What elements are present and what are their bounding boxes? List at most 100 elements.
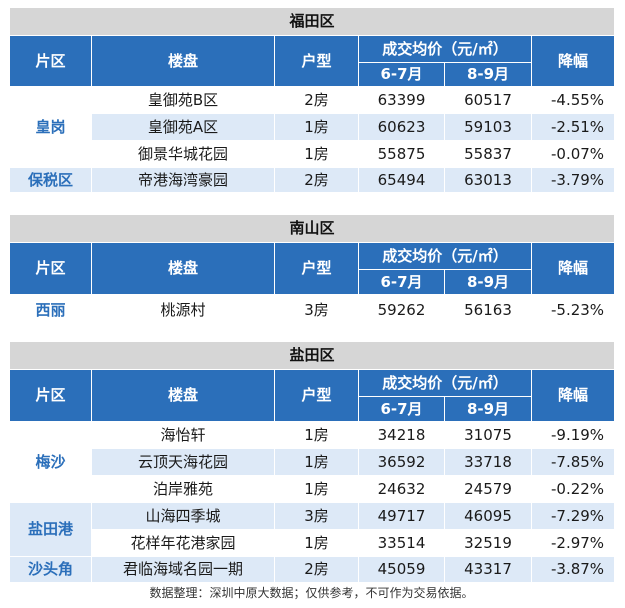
unit-cell: 1房 — [274, 113, 359, 141]
estate-cell: 御景华城花园 — [91, 140, 275, 168]
section-title: 南山区 — [8, 214, 616, 243]
header-unit: 户型 — [274, 35, 359, 87]
table-futian: 福田区 片区 楼盘 户型 成交均价（元/㎡） 降幅 6-7月 8-9月 皇岗 皇… — [8, 7, 616, 193]
price-p1-cell: 49717 — [358, 502, 445, 530]
header-drop: 降幅 — [530, 369, 616, 422]
price-p2-cell: 24579 — [444, 475, 532, 503]
unit-cell: 1房 — [274, 421, 359, 449]
unit-cell: 1房 — [274, 529, 359, 557]
table-row: 梅沙 海怡轩 1房 34218 31075 -9.19% — [9, 421, 616, 503]
area-cell: 梅沙 — [9, 421, 92, 503]
unit-cell: 2房 — [274, 167, 359, 193]
price-p2-cell: 43317 — [444, 556, 532, 583]
header-period-2: 8-9月 — [444, 269, 532, 295]
estate-cell: 皇御苑A区 — [91, 113, 275, 141]
drop-cell: -4.55% — [530, 86, 616, 114]
header-estate: 楼盘 — [91, 242, 275, 295]
price-p1-cell: 63399 — [358, 86, 445, 114]
table-row: 泊岸雅苑 1房 24632 24579 -0.22% — [10, 475, 616, 503]
header-area: 片区 — [9, 35, 92, 87]
area-cell: 西丽 — [9, 294, 92, 326]
table-row: 花样年花港家园 1房 33514 32519 -2.97% — [10, 529, 616, 557]
price-p2-cell: 59103 — [444, 113, 532, 141]
price-p2-cell: 63013 — [444, 167, 532, 193]
unit-cell: 3房 — [274, 502, 359, 530]
drop-cell: -2.97% — [530, 529, 616, 557]
price-p1-cell: 55875 — [358, 140, 445, 168]
price-p2-cell: 31075 — [444, 421, 532, 449]
unit-cell: 3房 — [274, 294, 359, 326]
table-row: 盐田港 山海四季城 3房 49717 46095 -7.29% — [9, 502, 616, 557]
header-drop: 降幅 — [530, 242, 616, 295]
estate-cell: 桃源村 — [91, 294, 275, 326]
header-period-1: 6-7月 — [358, 62, 445, 87]
drop-cell: -2.51% — [530, 113, 616, 141]
table-row: 皇岗 皇御苑B区 2房 63399 60517 -4.55% — [9, 86, 616, 168]
drop-cell: -3.79% — [530, 167, 616, 193]
price-p2-cell: 46095 — [444, 502, 532, 530]
price-p2-cell: 32519 — [444, 529, 532, 557]
drop-cell: -5.23% — [530, 294, 616, 326]
header-price: 成交均价（元/㎡） — [358, 369, 532, 397]
drop-cell: -0.07% — [530, 140, 616, 168]
table-row: 皇御苑A区 1房 60623 59103 -2.51% — [10, 113, 616, 141]
header-area: 片区 — [9, 369, 92, 422]
header-price: 成交均价（元/㎡） — [358, 242, 532, 270]
table-row: 西丽 桃源村 3房 59262 56163 -5.23% — [9, 294, 616, 326]
price-p2-cell: 33718 — [444, 448, 532, 476]
price-p2-cell: 55837 — [444, 140, 532, 168]
header-period-2: 8-9月 — [444, 396, 532, 422]
area-cell: 保税区 — [9, 167, 92, 193]
drop-cell: -7.29% — [530, 502, 616, 530]
price-p1-cell: 59262 — [358, 294, 445, 326]
table-row: 御景华城花园 1房 55875 55837 -0.07% — [10, 140, 616, 168]
price-p1-cell: 65494 — [358, 167, 445, 193]
unit-cell: 1房 — [274, 475, 359, 503]
section-title: 盐田区 — [8, 341, 616, 370]
unit-cell: 2房 — [274, 86, 359, 114]
price-p1-cell: 33514 — [358, 529, 445, 557]
estate-cell: 皇御苑B区 — [91, 86, 275, 114]
section-title: 福田区 — [8, 7, 616, 36]
drop-cell: -7.85% — [530, 448, 616, 476]
header-price: 成交均价（元/㎡） — [358, 35, 532, 63]
unit-cell: 1房 — [274, 140, 359, 168]
area-cell: 皇岗 — [9, 86, 92, 168]
header-area: 片区 — [9, 242, 92, 295]
area-cell: 沙头角 — [9, 556, 92, 583]
price-p1-cell: 36592 — [358, 448, 445, 476]
price-p1-cell: 34218 — [358, 421, 445, 449]
estate-cell: 云顶天海花园 — [91, 448, 275, 476]
price-p1-cell: 60623 — [358, 113, 445, 141]
drop-cell: -9.19% — [530, 421, 616, 449]
estate-cell: 帝港海湾豪园 — [91, 167, 275, 193]
table-nanshan: 南山区 片区 楼盘 户型 成交均价（元/㎡） 降幅 6-7月 8-9月 西丽 桃… — [8, 214, 616, 326]
unit-cell: 2房 — [274, 556, 359, 583]
estate-cell: 泊岸雅苑 — [91, 475, 275, 503]
header-period-2: 8-9月 — [444, 62, 532, 87]
price-p2-cell: 60517 — [444, 86, 532, 114]
header-period-1: 6-7月 — [358, 269, 445, 295]
header-period-1: 6-7月 — [358, 396, 445, 422]
estate-cell: 山海四季城 — [91, 502, 275, 530]
header-drop: 降幅 — [530, 35, 616, 87]
price-p2-cell: 56163 — [444, 294, 532, 326]
header-estate: 楼盘 — [91, 35, 275, 87]
header-unit: 户型 — [274, 242, 359, 295]
price-p1-cell: 24632 — [358, 475, 445, 503]
area-cell: 盐田港 — [9, 502, 92, 557]
table-row: 云顶天海花园 1房 36592 33718 -7.85% — [10, 448, 616, 476]
estate-cell: 君临海域名园一期 — [91, 556, 275, 583]
header-estate: 楼盘 — [91, 369, 275, 422]
table-yantian: 盐田区 片区 楼盘 户型 成交均价（元/㎡） 降幅 6-7月 8-9月 梅沙 海… — [8, 341, 616, 583]
source-note: 数据整理：深圳中原大数据；仅供参考，不可作为交易依据。 — [9, 582, 614, 604]
unit-cell: 1房 — [274, 448, 359, 476]
estate-cell: 花样年花港家园 — [91, 529, 275, 557]
estate-cell: 海怡轩 — [91, 421, 275, 449]
drop-cell: -0.22% — [530, 475, 616, 503]
header-unit: 户型 — [274, 369, 359, 422]
price-p1-cell: 45059 — [358, 556, 445, 583]
table-row: 保税区 帝港海湾豪园 2房 65494 63013 -3.79% — [9, 167, 616, 193]
drop-cell: -3.87% — [530, 556, 616, 583]
